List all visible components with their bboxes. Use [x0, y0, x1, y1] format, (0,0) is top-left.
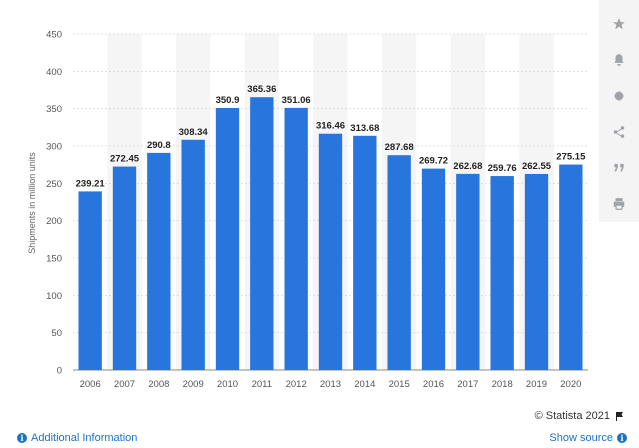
additional-information-label: Additional Information [31, 432, 138, 444]
share-icon [613, 126, 625, 138]
bar-2014 [353, 135, 377, 370]
y-tick-label: 400 [46, 67, 62, 78]
x-tick-label: 2009 [183, 379, 204, 390]
x-tick-label: 2020 [560, 379, 581, 390]
credit-text: © Statista 2021 [534, 410, 610, 422]
bar-2019 [524, 173, 549, 370]
x-tick-label: 2013 [320, 379, 341, 390]
y-tick-label: 350 [46, 104, 62, 115]
y-axis-ticks: 0 50 100 150 200 250 300 350 400 450 [46, 30, 62, 377]
y-tick-label: 0 [57, 366, 62, 377]
bar-2018 [490, 176, 514, 370]
print-button[interactable] [605, 190, 633, 218]
bar-value-label: 351.06 [282, 95, 311, 106]
bar-2020 [559, 164, 583, 370]
y-axis-title: Shipments in million units [27, 152, 37, 254]
bar-2011 [250, 97, 274, 370]
y-tick-label: 250 [46, 179, 62, 190]
show-source-link[interactable]: Show source i [549, 432, 627, 444]
quote-icon [614, 163, 624, 172]
x-tick-label: 2010 [217, 379, 238, 390]
star-icon [613, 18, 625, 30]
x-tick-label: 2017 [457, 379, 478, 390]
bar-2012 [284, 107, 308, 371]
y-tick-label: 200 [46, 216, 62, 227]
bar-value-label: 269.72 [419, 156, 448, 167]
gear-icon [613, 90, 625, 102]
flag-icon [616, 412, 623, 421]
bar-chart: 239.21 272.45 290.8 308.34 350.9 365.36 351.06… [27, 30, 588, 390]
bar-value-label: 259.76 [488, 163, 517, 174]
x-tick-label: 2006 [80, 379, 101, 390]
bar-value-labels: 239.21 272.45 290.8 308.34 350.9 365.36 351.06… [76, 84, 586, 189]
bar-value-label: 365.36 [247, 84, 276, 95]
info-icon: i [617, 433, 627, 443]
bar-value-label: 262.68 [453, 161, 482, 172]
x-axis-ticks: 2006 2007 2008 2009 2010 2011 2012 2013 2014 2015… [80, 379, 582, 390]
bar-value-label: 350.9 [216, 95, 240, 106]
bar-value-label: 290.8 [147, 140, 171, 151]
additional-information-link[interactable]: i Additional Information [17, 432, 137, 444]
favorite-button[interactable] [605, 10, 633, 38]
bar-value-label: 313.68 [350, 123, 379, 134]
bar-value-label: 262.55 [522, 161, 552, 172]
x-tick-label: 2014 [354, 379, 375, 390]
y-tick-label: 150 [46, 254, 62, 265]
x-tick-label: 2012 [286, 379, 307, 390]
bar-2009 [181, 139, 205, 370]
bar-value-label: 308.34 [179, 127, 209, 138]
bar-value-label: 272.45 [110, 154, 140, 165]
bar-2007 [112, 166, 137, 370]
settings-button[interactable] [605, 82, 633, 110]
print-icon [613, 198, 625, 210]
bar-value-label: 316.46 [316, 121, 345, 132]
bars [78, 97, 583, 371]
bar-value-label: 239.21 [76, 178, 106, 189]
bar-2016 [421, 168, 446, 370]
x-tick-label: 2007 [114, 379, 135, 390]
bar-2006 [78, 191, 102, 370]
y-tick-label: 50 [51, 328, 62, 339]
x-tick-label: 2016 [423, 379, 444, 390]
y-tick-label: 300 [46, 142, 62, 153]
x-tick-label: 2008 [148, 379, 169, 390]
bar-value-label: 275.15 [556, 152, 586, 163]
x-tick-label: 2018 [492, 379, 513, 390]
y-tick-label: 450 [46, 30, 62, 41]
y-tick-label: 100 [46, 291, 62, 302]
x-tick-label: 2015 [389, 379, 410, 390]
show-source-label: Show source [549, 432, 613, 444]
bell-icon [614, 54, 624, 66]
bar-2008 [147, 152, 171, 370]
bar-value-label: 287.68 [385, 142, 414, 153]
side-toolbar [599, 0, 639, 222]
bar-2017 [456, 173, 480, 370]
share-button[interactable] [605, 118, 633, 146]
cite-button[interactable] [605, 154, 633, 182]
bar-2015 [387, 155, 411, 370]
statista-credit: © Statista 2021 [535, 410, 625, 422]
x-tick-label: 2019 [526, 379, 547, 390]
bar-2010 [215, 107, 240, 371]
notification-button[interactable] [605, 46, 633, 74]
x-tick-label: 2011 [252, 379, 272, 390]
info-icon: i [17, 433, 27, 443]
bar-2013 [318, 133, 343, 370]
